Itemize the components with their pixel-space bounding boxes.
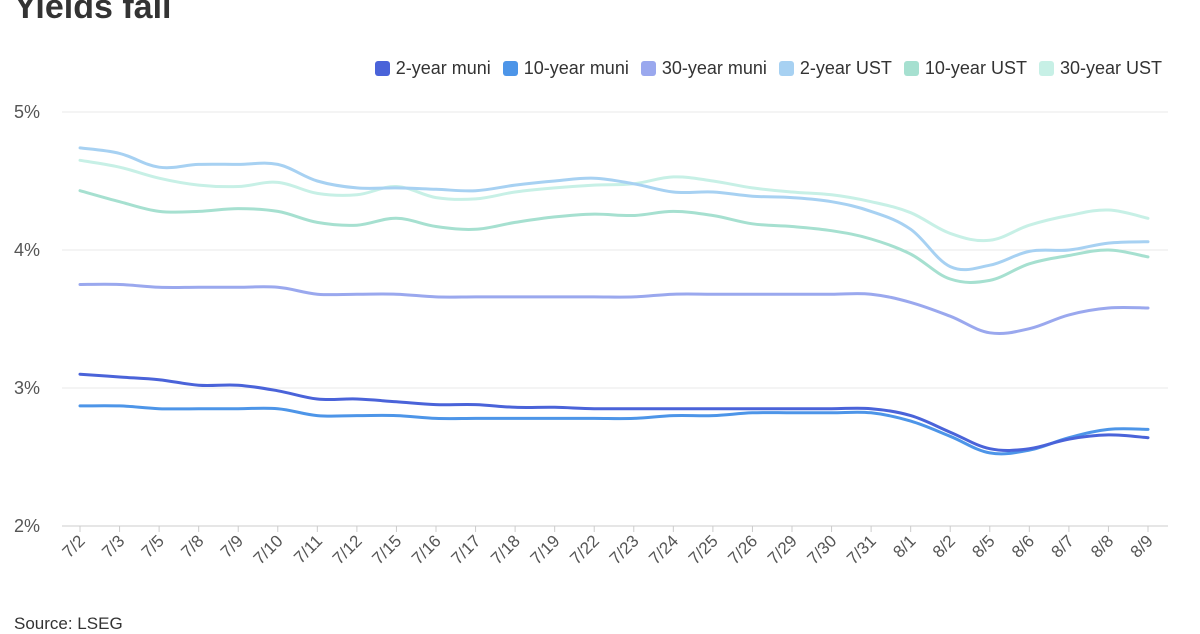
x-tick-label: 8/2: [929, 531, 959, 561]
x-tick-label: 7/3: [98, 531, 128, 561]
x-tick-label: 7/30: [804, 531, 841, 568]
x-tick-label: 8/1: [889, 531, 919, 561]
x-tick-label: 7/25: [685, 531, 722, 568]
y-tick-label: 4%: [14, 240, 40, 260]
grid-layer: [62, 111, 1168, 527]
x-tick-label: 7/12: [329, 531, 366, 568]
x-tick-label: 7/2: [59, 531, 89, 561]
x-tick-label: 7/16: [408, 531, 445, 568]
x-tick-label: 7/31: [843, 531, 880, 568]
legend-label: 10-year UST: [924, 57, 1027, 78]
y-tick-label: 5%: [14, 102, 40, 122]
series-line-30-year-muni: [78, 282, 1150, 336]
legend-label: 30-year UST: [1059, 57, 1162, 78]
x-tick-label: 7/11: [290, 531, 326, 567]
chart-title: Yields fall: [14, 0, 172, 26]
x-tick-label: 7/23: [606, 531, 643, 568]
legend-label: 2-year muni: [395, 57, 491, 78]
legend-label: 10-year muni: [523, 57, 629, 78]
legend-swatch: [374, 60, 390, 76]
legend-item-30-year-ust: 30-year UST: [1038, 57, 1162, 79]
x-tick-label: 7/8: [177, 531, 207, 561]
series-line-10-year-ust: [78, 189, 1150, 284]
series-line-2-year-muni: [78, 372, 1150, 452]
legend-item-10-year-muni: 10-year muni: [502, 57, 629, 79]
x-tick-label: 7/15: [368, 531, 405, 568]
source-note: Source: LSEG: [14, 614, 123, 633]
x-tick-label: 8/7: [1048, 531, 1078, 561]
x-tick-label: 7/19: [527, 531, 564, 568]
legend-label: 2-year UST: [799, 57, 892, 78]
legend-swatch: [640, 60, 656, 76]
legend-swatch: [903, 60, 919, 76]
legend-swatch: [1038, 60, 1054, 76]
series-line-2-year-ust: [78, 146, 1150, 272]
x-tick-label: 7/5: [138, 531, 168, 561]
x-tick-label: 7/9: [217, 531, 247, 561]
legend-item-2-year-ust: 2-year UST: [778, 57, 892, 79]
y-tick-label: 3%: [14, 378, 40, 398]
legend-item-30-year-muni: 30-year muni: [640, 57, 767, 79]
x-tick-label: 7/29: [764, 531, 801, 568]
x-tick-label: 7/17: [448, 531, 485, 568]
x-axis-ticks: 7/2 7/3 7/5 7/8 7/9 7/10 7/11 7/12 7/15 7/16 7/17 7…: [59, 526, 1157, 568]
series-line-10-year-muni: [78, 404, 1150, 456]
x-tick-label: 7/18: [487, 531, 524, 568]
x-tick-label: 8/5: [968, 531, 998, 561]
legend-swatch: [778, 60, 794, 76]
legend-item-10-year-ust: 10-year UST: [903, 57, 1027, 79]
y-tick-label: 2%: [14, 516, 40, 536]
x-tick-label: 8/8: [1087, 531, 1117, 561]
legend-item-2-year-muni: 2-year muni: [374, 57, 491, 79]
x-tick-label: 7/26: [724, 531, 761, 568]
y-axis-ticks: 2% 3% 4% 5%: [14, 102, 40, 536]
x-tick-label: 7/10: [250, 531, 287, 568]
series-line-30-year-ust: [78, 158, 1150, 243]
x-tick-label: 7/22: [566, 531, 603, 568]
legend-label: 30-year muni: [661, 57, 767, 78]
x-tick-label: 8/9: [1127, 531, 1157, 561]
x-tick-label: 7/24: [645, 531, 682, 568]
series-layer: [78, 146, 1150, 456]
x-tick-label: 8/6: [1008, 531, 1038, 561]
chart-legend: 2-year muni 10-year muni 30-year muni 2-…: [374, 56, 1162, 80]
legend-swatch: [502, 60, 518, 76]
